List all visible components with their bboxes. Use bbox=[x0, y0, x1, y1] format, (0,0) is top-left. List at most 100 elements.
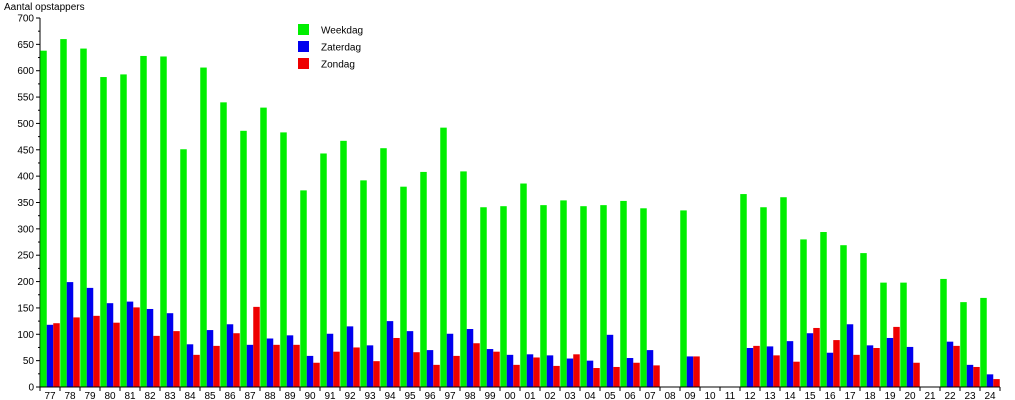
x-tick-label: 78 bbox=[64, 391, 76, 400]
legend-label-zaterdag: Zaterdag bbox=[321, 43, 361, 54]
bar-zaterdag-17 bbox=[846, 324, 854, 387]
bar-weekdag-91 bbox=[320, 153, 327, 387]
x-tick-label: 24 bbox=[984, 391, 996, 400]
bar-zaterdag-89 bbox=[286, 335, 294, 387]
y-axis-title: Aantal opstappers bbox=[4, 2, 85, 13]
y-tick-label: 250 bbox=[17, 251, 34, 262]
bar-zaterdag-79 bbox=[86, 287, 94, 387]
legend-label-zondag: Zondag bbox=[321, 60, 355, 71]
bar-zaterdag-80 bbox=[106, 303, 114, 387]
y-tick-label: 100 bbox=[17, 330, 34, 341]
y-tick-label: 700 bbox=[17, 14, 34, 25]
bar-weekdag-89 bbox=[280, 132, 287, 387]
bar-zondag-07 bbox=[653, 365, 660, 387]
bar-weekdag-00 bbox=[500, 206, 507, 387]
legend: Weekdag Zaterdag Zondag bbox=[298, 24, 363, 71]
bar-zaterdag-13 bbox=[766, 346, 774, 387]
bar-weekdag-80 bbox=[100, 77, 107, 387]
bar-weekdag-97 bbox=[440, 127, 447, 387]
bar-weekdag-07 bbox=[640, 208, 647, 387]
bar-weekdag-90 bbox=[300, 190, 307, 387]
bar-zaterdag-04 bbox=[586, 360, 594, 387]
bar-zaterdag-78 bbox=[66, 282, 74, 387]
bar-zaterdag-85 bbox=[206, 330, 214, 387]
bar-zaterdag-87 bbox=[246, 344, 254, 387]
bar-zondag-98 bbox=[473, 343, 480, 387]
legend-swatch-zondag bbox=[298, 58, 309, 69]
bar-weekdag-12 bbox=[740, 194, 747, 387]
bar-zondag-23 bbox=[973, 366, 980, 387]
bar-zaterdag-22 bbox=[946, 341, 954, 387]
bar-zondag-24 bbox=[993, 379, 1000, 387]
x-tick-label: 07 bbox=[644, 391, 656, 400]
x-tick-label: 87 bbox=[244, 391, 256, 400]
x-tick-label: 84 bbox=[184, 391, 196, 400]
bar-weekdag-19 bbox=[880, 282, 887, 387]
bar-zondag-90 bbox=[313, 362, 320, 387]
bar-zaterdag-98 bbox=[466, 329, 474, 387]
y-tick-label: 450 bbox=[17, 145, 34, 156]
bar-zaterdag-14 bbox=[786, 341, 794, 387]
bar-zondag-86 bbox=[233, 333, 240, 387]
x-tick-label: 11 bbox=[725, 391, 736, 400]
x-tick-label: 18 bbox=[864, 391, 876, 400]
x-tick-label: 19 bbox=[884, 391, 896, 400]
x-tick-label: 01 bbox=[524, 391, 536, 400]
bar-zaterdag-94 bbox=[386, 321, 394, 387]
bar-weekdag-86 bbox=[220, 102, 227, 387]
x-tick-label: 77 bbox=[44, 391, 56, 400]
bar-zondag-89 bbox=[293, 344, 300, 387]
bar-weekdag-96 bbox=[420, 171, 427, 387]
bar-weekdag-23 bbox=[960, 302, 967, 387]
bar-weekdag-06 bbox=[620, 200, 627, 387]
bar-zaterdag-01 bbox=[526, 354, 534, 387]
x-tick-label: 22 bbox=[944, 391, 956, 400]
x-tick-label: 95 bbox=[404, 391, 416, 400]
x-tick-label: 99 bbox=[484, 391, 496, 400]
y-tick-label: 50 bbox=[23, 356, 35, 367]
x-tick-label: 96 bbox=[424, 391, 436, 400]
bar-zondag-03 bbox=[573, 354, 580, 387]
bar-zondag-83 bbox=[173, 331, 180, 387]
x-tick-label: 93 bbox=[364, 391, 376, 400]
bar-zondag-78 bbox=[73, 317, 80, 387]
bar-weekdag-93 bbox=[360, 180, 367, 387]
bar-zaterdag-77 bbox=[46, 324, 54, 387]
x-tick-label: 90 bbox=[304, 391, 316, 400]
bar-zondag-81 bbox=[133, 307, 140, 387]
bar-weekdag-79 bbox=[80, 48, 87, 388]
x-tick-label: 23 bbox=[964, 391, 976, 400]
bar-weekdag-01 bbox=[520, 183, 527, 387]
bar-zondag-00 bbox=[513, 364, 520, 387]
bar-zaterdag-90 bbox=[306, 355, 314, 387]
bar-zaterdag-05 bbox=[606, 334, 614, 387]
x-tick-label: 00 bbox=[504, 391, 516, 400]
bar-zaterdag-07 bbox=[646, 350, 654, 387]
x-tick-label: 09 bbox=[684, 391, 696, 400]
bar-zondag-02 bbox=[553, 365, 560, 387]
x-tick-label: 85 bbox=[204, 391, 216, 400]
bar-zondag-14 bbox=[793, 361, 800, 387]
y-tick-label: 500 bbox=[17, 119, 34, 130]
bar-weekdag-24 bbox=[980, 297, 987, 387]
bar-zondag-82 bbox=[153, 335, 160, 387]
bar-weekdag-02 bbox=[540, 205, 547, 387]
bar-zondag-20 bbox=[913, 362, 920, 387]
bar-weekdag-16 bbox=[820, 232, 827, 387]
x-tick-label: 83 bbox=[164, 391, 176, 400]
bar-zaterdag-20 bbox=[906, 346, 914, 387]
bar-weekdag-98 bbox=[460, 171, 467, 387]
bar-weekdag-05 bbox=[600, 205, 607, 387]
bar-zondag-84 bbox=[193, 354, 200, 387]
bar-zaterdag-81 bbox=[126, 301, 134, 387]
bar-weekdag-13 bbox=[760, 207, 767, 387]
x-tick-label: 13 bbox=[764, 391, 776, 400]
x-tick-label: 86 bbox=[224, 391, 236, 400]
x-tick-label: 17 bbox=[844, 391, 856, 400]
bar-weekdag-09 bbox=[680, 210, 687, 387]
x-tick-label: 80 bbox=[104, 391, 116, 400]
bar-zondag-92 bbox=[353, 347, 360, 387]
bar-weekdag-92 bbox=[340, 140, 347, 387]
x-tick-label: 12 bbox=[744, 391, 756, 400]
